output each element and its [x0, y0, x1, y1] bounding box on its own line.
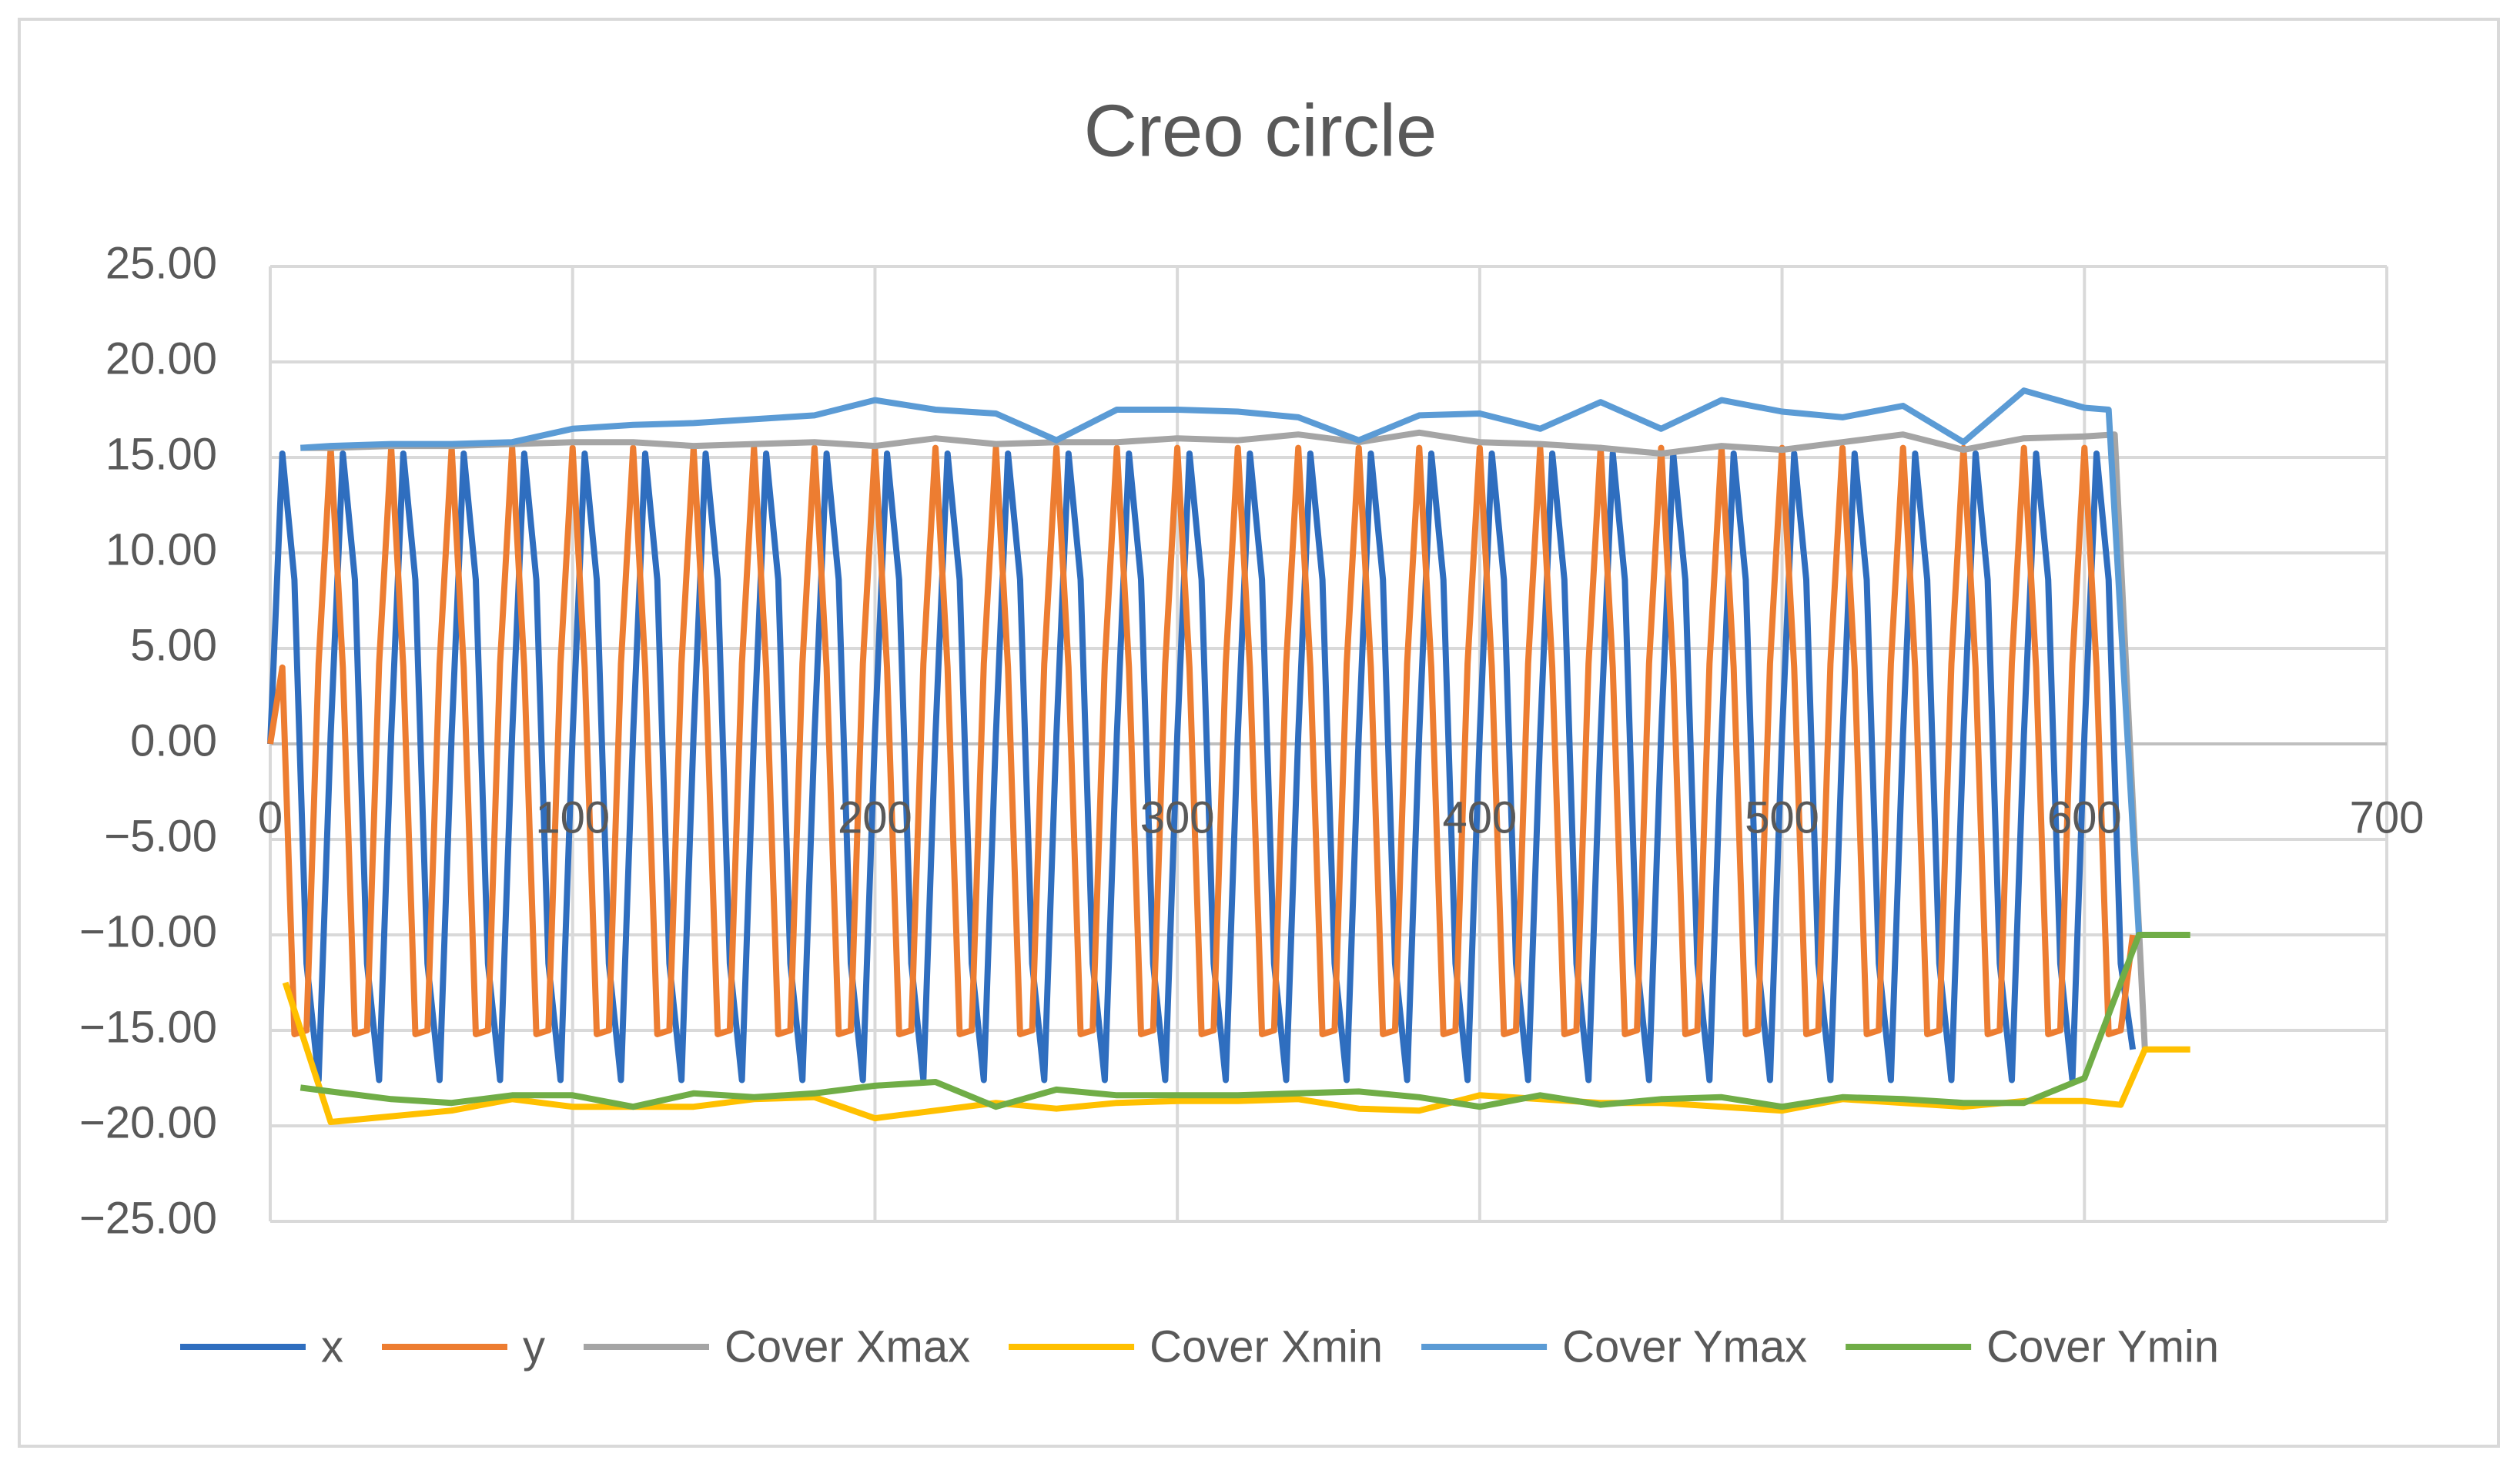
series-line	[267, 444, 2137, 1037]
legend-label: Cover Xmax	[725, 1321, 970, 1372]
tick-labels: −25.00 −20.00 −15.00 −10.00 −5.00 0.00 5.00 10.…	[79, 238, 2424, 1243]
plot	[267, 387, 2190, 1125]
legend-label: x	[321, 1321, 343, 1372]
series-line	[300, 429, 2148, 1050]
y-tick-label: 0.00	[130, 715, 217, 765]
legend-label: y	[523, 1321, 545, 1372]
y-tick-label: −20.00	[79, 1097, 217, 1147]
series-line	[300, 932, 2190, 1110]
x-tick-label: 100	[535, 792, 610, 842]
x-tick-label: 300	[1140, 792, 1215, 842]
x-tick-label: 600	[2047, 792, 2122, 842]
y-tick-label: 10.00	[105, 524, 217, 574]
y-tick-label: −15.00	[79, 1002, 217, 1052]
legend: x y Cover Xmax Cover Xmin Cover Ymax Cover Ym…	[180, 1321, 2219, 1372]
y-tick-label: 5.00	[130, 620, 217, 670]
x-tick-label: 400	[1442, 792, 1517, 842]
x-tick-label: 700	[2350, 792, 2425, 842]
legend-label: Cover Ymin	[1986, 1321, 2219, 1372]
y-tick-label: −25.00	[79, 1193, 217, 1243]
legend-label: Cover Ymax	[1562, 1321, 1807, 1372]
y-tick-label: 15.00	[105, 429, 217, 479]
series-line	[282, 981, 2190, 1125]
y-tick-label: 20.00	[105, 333, 217, 383]
x-tick-label: 500	[1745, 792, 1819, 842]
chart-title: Creo circle	[1084, 89, 1437, 172]
series-line	[300, 387, 2142, 936]
y-tick-label: −5.00	[104, 811, 217, 861]
y-tick-label: −10.00	[79, 906, 217, 956]
x-tick-label: 200	[838, 792, 912, 842]
legend-label: Cover Xmin	[1150, 1321, 1383, 1372]
y-tick-label: 25.00	[105, 238, 217, 288]
x-tick-label: 0	[258, 792, 283, 842]
